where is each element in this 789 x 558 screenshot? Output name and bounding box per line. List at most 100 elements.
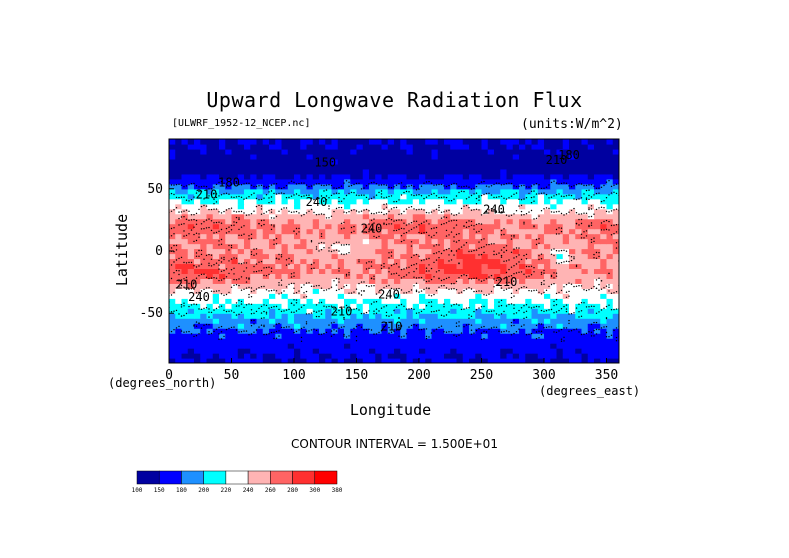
heatmap-cell	[319, 348, 326, 354]
contour-point	[538, 291, 540, 293]
heatmap-cell	[250, 338, 258, 344]
heatmap-cell	[575, 153, 583, 160]
contour-point	[443, 303, 445, 305]
contour-point	[320, 249, 323, 251]
heatmap-cell	[337, 158, 345, 165]
contour-point	[183, 305, 185, 307]
heatmap-cell	[369, 283, 376, 289]
heatmap-cell	[425, 203, 433, 210]
contour-point	[323, 242, 325, 244]
heatmap-cell	[256, 293, 264, 299]
heatmap-cell	[244, 213, 251, 220]
heatmap-cell	[225, 163, 233, 170]
heatmap-cell	[212, 323, 220, 329]
heatmap-cell	[469, 328, 476, 334]
contour-point	[395, 184, 398, 186]
heatmap-cell	[400, 358, 408, 363]
heatmap-cell	[175, 208, 183, 215]
heatmap-cell	[506, 213, 514, 220]
contour-point	[298, 308, 300, 310]
heatmap-cell	[262, 139, 270, 145]
heatmap-cell	[531, 208, 539, 215]
contour-point	[540, 187, 543, 190]
heatmap-cell	[444, 358, 451, 363]
heatmap-cell	[362, 258, 370, 265]
heatmap-cell	[275, 248, 283, 255]
heatmap-cell	[594, 353, 601, 359]
heatmap-cell	[544, 168, 551, 175]
heatmap-cell	[550, 139, 558, 145]
heatmap-cell	[537, 243, 545, 250]
contour-point	[510, 325, 513, 327]
heatmap-cell	[294, 198, 301, 205]
heatmap-cell	[419, 233, 426, 240]
heatmap-cell	[337, 268, 345, 274]
heatmap-cell	[444, 228, 451, 235]
contour-point	[280, 192, 283, 194]
contour-point	[335, 187, 338, 190]
heatmap-cell	[231, 208, 239, 215]
heatmap-cell	[231, 193, 239, 200]
heatmap-cell	[562, 313, 570, 319]
heatmap-cell	[481, 248, 489, 255]
heatmap-cell	[437, 268, 445, 274]
contour-point	[385, 223, 388, 226]
heatmap-cell	[569, 323, 576, 329]
contour-point	[325, 289, 328, 291]
contour-point	[545, 207, 548, 209]
heatmap-cell	[362, 293, 370, 299]
heatmap-cell	[344, 348, 351, 354]
contour-point	[328, 250, 330, 252]
heatmap-cell	[200, 268, 208, 274]
heatmap-cell	[194, 168, 201, 175]
heatmap-cell	[406, 263, 414, 270]
heatmap-cell	[569, 228, 576, 235]
contour-point	[265, 194, 268, 196]
contour-point	[245, 214, 248, 216]
contour-point	[485, 294, 488, 296]
heatmap-cell	[306, 298, 314, 304]
heatmap-cell	[344, 139, 351, 145]
heatmap-cell	[206, 273, 214, 279]
heatmap-cell	[200, 203, 208, 210]
heatmap-cell	[337, 193, 345, 200]
heatmap-cell	[537, 183, 545, 190]
contour-point	[215, 290, 218, 292]
contour-point	[210, 258, 213, 260]
heatmap-cell	[525, 203, 533, 210]
contour-point	[543, 291, 545, 294]
heatmap-cell	[200, 288, 208, 294]
contour-point	[245, 281, 248, 283]
heatmap-cell	[187, 253, 195, 260]
heatmap-cell	[437, 298, 445, 304]
contour-point	[398, 304, 400, 307]
heatmap-cell	[187, 298, 195, 304]
heatmap-cell	[237, 318, 245, 324]
contour-point	[258, 185, 260, 187]
contour-point	[283, 326, 285, 329]
heatmap-cell	[381, 153, 389, 160]
heatmap-cell	[437, 288, 445, 294]
heatmap-cell	[612, 288, 619, 294]
heatmap-cell	[331, 163, 339, 170]
heatmap-cell	[262, 283, 270, 289]
heatmap-cell	[581, 263, 589, 270]
heatmap-cell	[456, 293, 464, 299]
contour-point	[353, 183, 355, 186]
heatmap-cell	[244, 139, 251, 145]
heatmap-cell	[337, 213, 345, 220]
contour-point	[458, 304, 460, 306]
heatmap-cell	[381, 328, 389, 334]
heatmap-cell	[531, 253, 539, 260]
heatmap-cell	[400, 193, 408, 200]
contour-point	[350, 309, 353, 311]
contour-point	[373, 285, 375, 287]
heatmap-cell	[175, 139, 183, 145]
heatmap-cell	[606, 208, 614, 215]
heatmap-cell	[500, 293, 508, 299]
heatmap-cell	[319, 323, 326, 329]
heatmap-cell	[469, 343, 476, 349]
contour-point	[395, 206, 398, 209]
heatmap-cell	[594, 178, 601, 185]
contour-point	[263, 304, 265, 306]
